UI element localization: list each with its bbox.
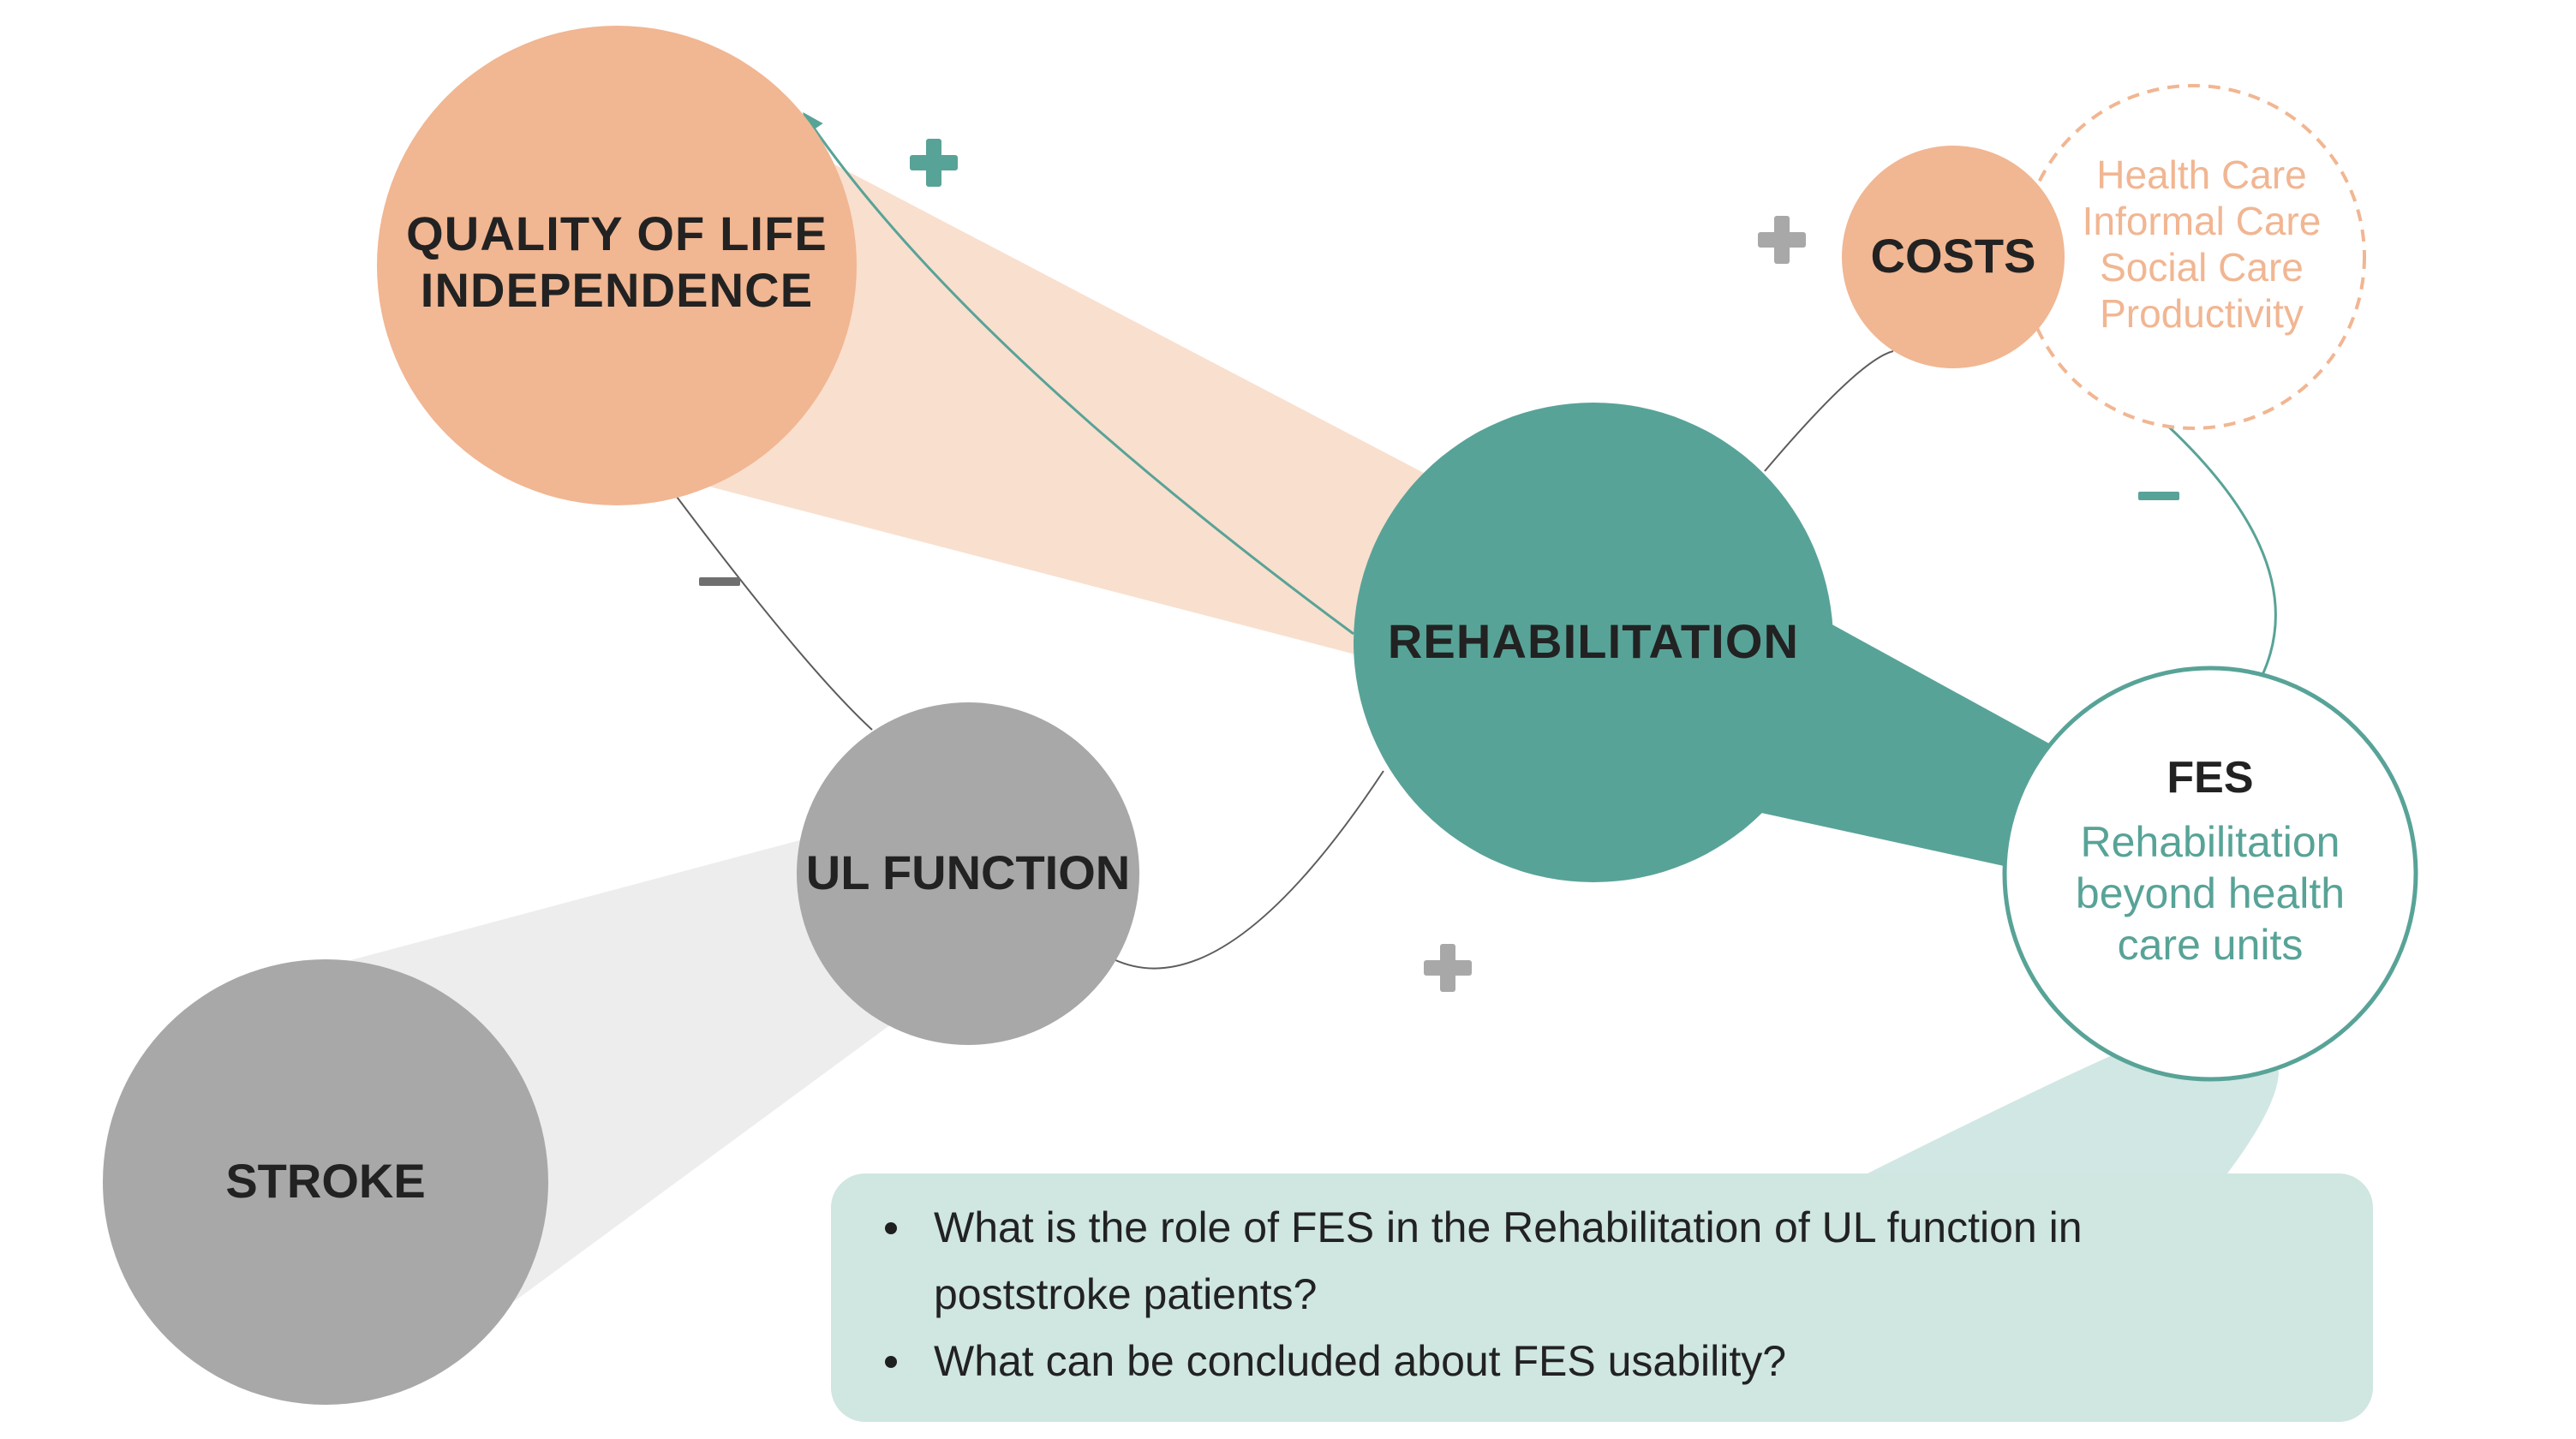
costs-detail-line: Health Care [2096,152,2306,197]
minus-icon [699,577,740,586]
bullet-icon [885,1356,897,1368]
node-fes-body: beyond health [2076,869,2345,917]
node-quality-of-life-label1: QUALITY OF LIFE [406,206,828,260]
minus-icon [2138,492,2179,500]
edge-rehab_to_ul [1114,771,1384,969]
edge-qol_to_ul [677,497,872,730]
costs-detail-line: Informal Care [2083,199,2322,243]
callout-line: What is the role of FES in the Rehabilit… [934,1203,2083,1251]
node-ul-function-label: UL FUNCTION [806,845,1131,899]
node-costs-label: COSTS [1871,229,2036,283]
node-rehabilitation-label: REHABILITATION [1388,614,1799,668]
callout-line: poststroke patients? [934,1270,1318,1318]
node-stroke-label: STROKE [225,1154,425,1208]
node-quality-of-life-label2: INDEPENDENCE [421,263,813,317]
bullet-icon [885,1222,897,1234]
plus-icon [1758,216,1806,264]
edge-rehab_to_costs [1765,351,1893,471]
costs-detail-line: Social Care [2100,245,2304,290]
concept-diagram: Health CareInformal CareSocial CareProdu… [0,0,2576,1439]
node-fes-body: Rehabilitation [2081,818,2340,866]
node-fes-body: care units [2118,921,2304,969]
costs-detail-line: Productivity [2100,291,2304,336]
callout-line: What can be concluded about FES usabilit… [934,1337,1786,1385]
node-fes-title: FES [2167,753,2253,803]
plus-icon [910,139,958,187]
plus-icon [1424,944,1472,992]
